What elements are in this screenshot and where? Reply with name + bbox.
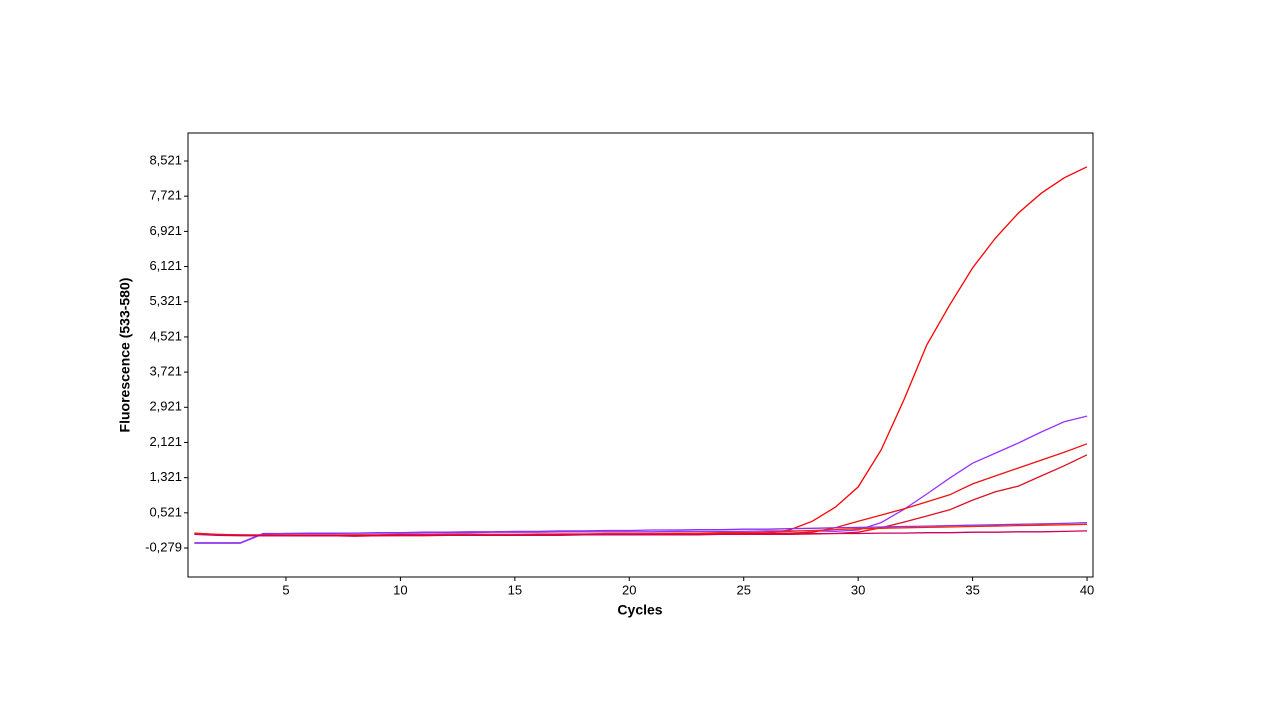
- x-axis-title: Cycles: [617, 602, 662, 618]
- x-tick-label: 35: [965, 582, 979, 597]
- y-tick-label: 6,921: [149, 223, 182, 238]
- y-tick-label: 2,921: [149, 399, 182, 414]
- y-tick-label: 1,321: [149, 469, 182, 484]
- x-tick-label: 40: [1080, 582, 1094, 597]
- y-tick-label: 2,121: [149, 434, 182, 449]
- y-tick-label: 7,721: [149, 188, 182, 203]
- y-tick-label: -0,279: [145, 539, 182, 554]
- x-tick-label: 25: [736, 582, 750, 597]
- x-tick-label: 30: [851, 582, 865, 597]
- y-axis-title: Fluorescence (533-580): [117, 278, 133, 433]
- series-line: [194, 530, 1088, 537]
- y-tick-label: 6,121: [149, 258, 182, 273]
- y-tick-label: 4,521: [149, 328, 182, 343]
- y-tick-label: 3,721: [149, 364, 182, 379]
- series-line: [194, 521, 1088, 544]
- y-tick-label: 5,321: [149, 293, 182, 308]
- x-tick-label: 20: [622, 582, 636, 597]
- x-tick-label: 5: [282, 582, 289, 597]
- x-tick-label: 15: [508, 582, 522, 597]
- plot-area: [187, 132, 1094, 578]
- x-tick-label: 10: [393, 582, 407, 597]
- y-tick-label: 0,521: [149, 504, 182, 519]
- y-tick-label: 8,521: [149, 152, 182, 167]
